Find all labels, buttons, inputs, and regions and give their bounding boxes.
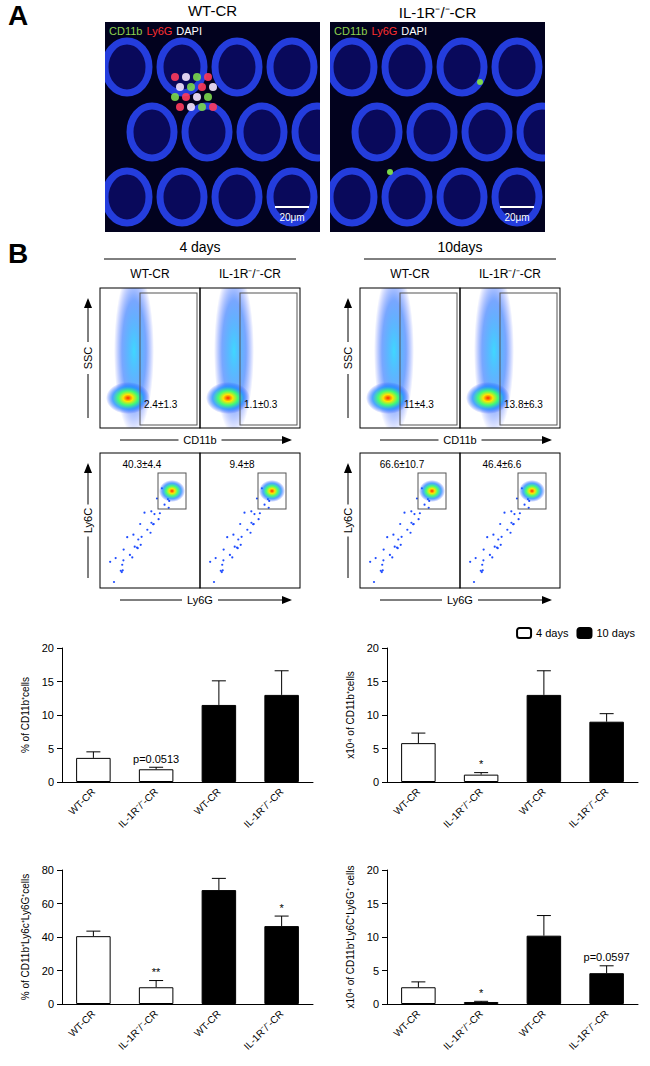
svg-text:*: *: [479, 758, 484, 770]
svg-text:WT-CR: WT-CR: [391, 786, 422, 817]
svg-text:13.8±6.3: 13.8±6.3: [504, 399, 543, 410]
svg-text:% of CD11b⁺cells: % of CD11b⁺cells: [20, 677, 31, 753]
html-text:WT-CR: WT-CR: [187, 2, 238, 19]
svg-text:SSC: SSC: [82, 347, 94, 370]
svg-text:9.4±8: 9.4±8: [230, 459, 255, 470]
svg-text:CD11b: CD11b: [183, 434, 216, 446]
svg-text:20: 20: [367, 864, 379, 876]
svg-text:x10⁴ of CD11b⁺Ly6C⁺Ly6G⁺ cells: x10⁴ of CD11b⁺Ly6C⁺Ly6G⁺ cells: [345, 866, 356, 1009]
svg-text:IL-1R⁻/⁻-CR: IL-1R⁻/⁻-CR: [441, 786, 485, 830]
svg-text:20: 20: [42, 965, 54, 977]
svg-text:40: 40: [42, 931, 54, 943]
svg-text:WT-CR: WT-CR: [66, 1008, 97, 1039]
html-text:B: B: [8, 238, 29, 269]
svg-text:20: 20: [367, 642, 379, 654]
svg-text:0: 0: [373, 776, 379, 788]
svg-text:5: 5: [373, 965, 379, 977]
svg-text:4 days: 4 days: [179, 239, 220, 255]
svg-text:15: 15: [367, 898, 379, 910]
html-text:IL-1R⁻/⁻-CR: IL-1R⁻/⁻-CR: [398, 4, 477, 21]
svg-text:40.3±4.4: 40.3±4.4: [123, 459, 162, 470]
svg-text:11±4.3: 11±4.3: [404, 399, 434, 410]
html-text:A: A: [8, 0, 29, 31]
svg-text:IL-1R⁻/⁻-CR: IL-1R⁻/⁻-CR: [242, 1008, 286, 1052]
html-text:CD11b Ly6G DAPI: CD11b Ly6G DAPI: [334, 25, 427, 37]
svg-text:x10⁴ of CD11b⁺cells: x10⁴ of CD11b⁺cells: [345, 671, 356, 759]
svg-text:IL-1R⁻/⁻-CR: IL-1R⁻/⁻-CR: [441, 1008, 485, 1052]
svg-text:**: **: [152, 966, 161, 978]
html-text:CD11b Ly6G DAPI: CD11b Ly6G DAPI: [109, 25, 202, 37]
svg-text:WT-CR: WT-CR: [391, 1008, 422, 1039]
svg-text:46.4±6.6: 46.4±6.6: [483, 459, 522, 470]
svg-text:CD11b: CD11b: [443, 434, 476, 446]
svg-text:80: 80: [42, 864, 54, 876]
svg-text:Ly6C: Ly6C: [342, 508, 354, 533]
svg-text:IL-1R⁻/⁻-CR: IL-1R⁻/⁻-CR: [219, 267, 281, 281]
svg-text:*: *: [279, 902, 284, 914]
svg-text:0: 0: [48, 998, 54, 1010]
svg-text:IL-1R⁻/⁻-CR: IL-1R⁻/⁻-CR: [567, 1008, 611, 1052]
html-text:20μm: 20μm: [279, 212, 305, 223]
svg-text:WT-CR: WT-CR: [390, 267, 430, 281]
svg-text:WT-CR: WT-CR: [130, 267, 170, 281]
svg-text:IL-1R⁻/⁻-CR: IL-1R⁻/⁻-CR: [242, 786, 286, 830]
svg-text:15: 15: [42, 676, 54, 688]
svg-text:15: 15: [367, 676, 379, 688]
svg-text:IL-1R⁻/⁻-CR: IL-1R⁻/⁻-CR: [116, 1008, 160, 1052]
svg-text:4 days: 4 days: [536, 627, 569, 639]
svg-text:*: *: [479, 987, 484, 999]
svg-text:5: 5: [48, 743, 54, 755]
svg-text:WT-CR: WT-CR: [192, 1008, 223, 1039]
svg-text:WT-CR: WT-CR: [517, 786, 548, 817]
svg-text:10days: 10days: [437, 239, 482, 255]
svg-text:WT-CR: WT-CR: [192, 786, 223, 817]
svg-text:2.4±1.3: 2.4±1.3: [144, 399, 178, 410]
svg-text:IL-1R⁻/⁻-CR: IL-1R⁻/⁻-CR: [116, 786, 160, 830]
svg-text:10 days: 10 days: [596, 627, 635, 639]
svg-text:p=0.0513: p=0.0513: [133, 753, 179, 765]
svg-text:Ly6C: Ly6C: [82, 508, 94, 533]
svg-text:5: 5: [373, 743, 379, 755]
svg-text:% of CD11b⁺Ly6c⁺Ly6G⁺cells: % of CD11b⁺Ly6c⁺Ly6G⁺cells: [20, 874, 31, 1000]
svg-text:Ly6G: Ly6G: [447, 594, 473, 606]
svg-text:IL-1R⁻/⁻-CR: IL-1R⁻/⁻-CR: [479, 267, 541, 281]
svg-text:60: 60: [42, 898, 54, 910]
svg-text:0: 0: [373, 998, 379, 1010]
svg-text:WT-CR: WT-CR: [66, 786, 97, 817]
html-text:20μm: 20μm: [504, 212, 530, 223]
svg-text:1.1±0.3: 1.1±0.3: [244, 399, 278, 410]
svg-text:66.6±10.7: 66.6±10.7: [380, 459, 425, 470]
svg-text:IL-1R⁻/⁻-CR: IL-1R⁻/⁻-CR: [567, 786, 611, 830]
svg-text:Ly6G: Ly6G: [187, 594, 213, 606]
svg-text:p=0.0597: p=0.0597: [584, 951, 630, 963]
svg-text:10: 10: [367, 709, 379, 721]
svg-text:10: 10: [42, 709, 54, 721]
svg-text:SSC: SSC: [342, 347, 354, 370]
svg-text:0: 0: [48, 776, 54, 788]
svg-text:20: 20: [42, 642, 54, 654]
svg-text:10: 10: [367, 931, 379, 943]
svg-text:WT-CR: WT-CR: [517, 1008, 548, 1039]
